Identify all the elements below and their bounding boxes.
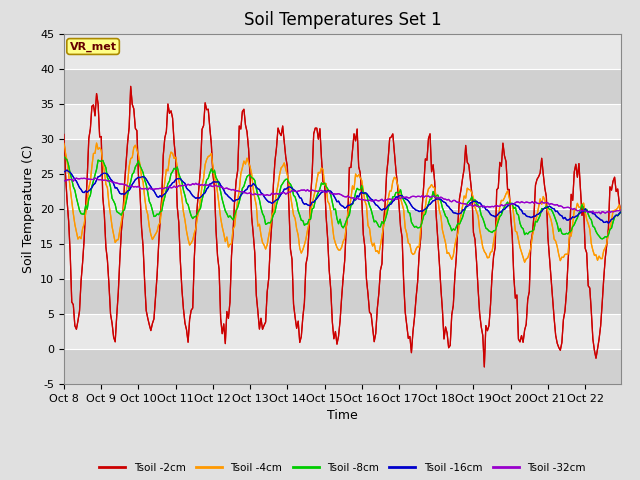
Title: Soil Temperatures Set 1: Soil Temperatures Set 1 <box>244 11 441 29</box>
Tsoil -4cm <box>93 140 100 146</box>
Bar <box>64 349 621 384</box>
Tsoil -8cm <box>617 209 625 215</box>
Line: Tsoil -8cm: Tsoil -8cm <box>64 157 621 239</box>
Tsoil -8cm <box>60 154 68 160</box>
Tsoil -16cm <box>588 209 595 215</box>
Tsoil -2cm <box>589 336 596 342</box>
Bar <box>64 279 621 314</box>
X-axis label: Time: Time <box>327 409 358 422</box>
Tsoil -8cm <box>129 171 136 177</box>
Tsoil -4cm <box>130 144 138 150</box>
Tsoil -32cm <box>246 190 254 196</box>
Tsoil -4cm <box>589 247 596 253</box>
Tsoil -2cm <box>130 106 138 112</box>
Tsoil -16cm <box>228 196 236 202</box>
Line: Tsoil -4cm: Tsoil -4cm <box>64 143 621 262</box>
Tsoil -4cm <box>228 241 236 247</box>
Tsoil -32cm <box>255 192 263 197</box>
Tsoil -2cm <box>228 253 236 259</box>
Tsoil -2cm <box>617 209 625 215</box>
Tsoil -2cm <box>60 132 68 137</box>
Tsoil -4cm <box>521 259 529 265</box>
Tsoil -8cm <box>303 221 311 227</box>
Tsoil -4cm <box>255 221 263 227</box>
Line: Tsoil -32cm: Tsoil -32cm <box>64 178 621 214</box>
Tsoil -8cm <box>226 213 234 219</box>
Line: Tsoil -16cm: Tsoil -16cm <box>64 170 621 223</box>
Tsoil -8cm <box>254 192 262 198</box>
Tsoil -16cm <box>246 183 254 189</box>
Tsoil -32cm <box>60 178 68 183</box>
Bar <box>64 209 621 244</box>
Tsoil -16cm <box>130 180 138 185</box>
Tsoil -8cm <box>598 236 606 242</box>
Tsoil -16cm <box>63 167 71 173</box>
Tsoil -32cm <box>588 209 595 215</box>
Bar <box>64 69 621 104</box>
Bar <box>64 244 621 279</box>
Tsoil -8cm <box>244 172 252 178</box>
Tsoil -16cm <box>305 203 313 208</box>
Legend: Tsoil -2cm, Tsoil -4cm, Tsoil -8cm, Tsoil -16cm, Tsoil -32cm: Tsoil -2cm, Tsoil -4cm, Tsoil -8cm, Tsoi… <box>95 458 589 477</box>
Tsoil -2cm <box>305 227 313 232</box>
Tsoil -4cm <box>305 221 313 227</box>
Bar <box>64 139 621 174</box>
Text: VR_met: VR_met <box>70 41 116 52</box>
Y-axis label: Soil Temperature (C): Soil Temperature (C) <box>22 144 35 273</box>
Bar <box>64 174 621 209</box>
Tsoil -16cm <box>617 209 625 215</box>
Tsoil -32cm <box>228 187 236 193</box>
Tsoil -32cm <box>91 175 99 181</box>
Tsoil -2cm <box>127 84 134 89</box>
Line: Tsoil -2cm: Tsoil -2cm <box>64 86 621 367</box>
Tsoil -16cm <box>605 220 612 226</box>
Bar <box>64 314 621 349</box>
Tsoil -16cm <box>255 187 263 192</box>
Tsoil -4cm <box>617 209 625 215</box>
Tsoil -32cm <box>130 184 138 190</box>
Bar <box>64 104 621 139</box>
Tsoil -32cm <box>305 188 313 194</box>
Tsoil -4cm <box>246 164 254 170</box>
Tsoil -4cm <box>60 141 68 146</box>
Tsoil -16cm <box>60 169 68 175</box>
Bar <box>64 34 621 69</box>
Tsoil -32cm <box>596 211 604 216</box>
Tsoil -32cm <box>617 207 625 213</box>
Tsoil -2cm <box>246 174 254 180</box>
Tsoil -2cm <box>481 364 488 370</box>
Tsoil -8cm <box>586 215 594 221</box>
Tsoil -2cm <box>255 326 263 332</box>
